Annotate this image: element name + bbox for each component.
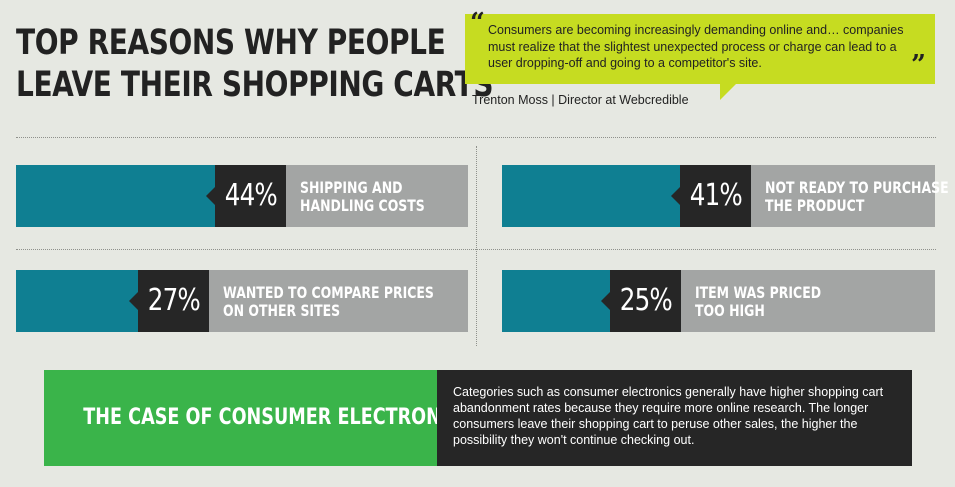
bar-category-label: WANTED TO COMPARE PRICES ON OTHER SITES (223, 283, 434, 320)
bar: 27% WANTED TO COMPARE PRICES ON OTHER SITE… (16, 270, 468, 332)
callout-text-box (437, 370, 912, 466)
bar-value-label: 27% (129, 270, 209, 332)
title-line-2: LEAVE THEIR SHOPPING CARTS (16, 65, 494, 105)
open-quote-icon: “ (470, 8, 485, 38)
callout-text: Categories such as consumer electronics … (453, 385, 884, 447)
bar-category-label: SHIPPING AND HANDLING COSTS (300, 178, 425, 215)
bar-fill (502, 165, 680, 227)
bar-category-label: NOT READY TO PURCHASE THE PRODUCT (765, 178, 949, 215)
bar-fill (16, 165, 215, 227)
bar-value-label: 41% (671, 165, 751, 227)
callout-title-box: THE CASE OF CONSUMER ELECTRONICS (44, 370, 474, 466)
quote-text: Consumers are becoming increasingly dema… (488, 23, 904, 70)
bar: 25% ITEM WAS PRICED TOO HIGH (502, 270, 935, 332)
bar-value-label: 25% (601, 270, 681, 332)
bar: 41% NOT READY TO PURCHASE THE PRODUCT (502, 165, 949, 227)
page-title: TOP REASONS WHY PEOPLE LEAVE THEIR SHOPP… (16, 22, 494, 106)
title-line-1: TOP REASONS WHY PEOPLE (16, 23, 446, 63)
divider (476, 146, 477, 346)
quote-tail (720, 84, 736, 100)
bar-category-label: ITEM WAS PRICED TOO HIGH (695, 283, 822, 320)
divider (16, 137, 936, 138)
callout-title: THE CASE OF CONSUMER ELECTRONICS (83, 405, 474, 430)
quote-box (465, 14, 935, 84)
bar-value-label: 44% (206, 165, 286, 227)
quote-attribution: Trenton Moss | Director at Webcredible (472, 93, 689, 107)
bar-fill (502, 270, 610, 332)
bar-fill (16, 270, 138, 332)
bar: 44% SHIPPING AND HANDLING COSTS (16, 165, 468, 227)
close-quote-icon: ” (911, 50, 926, 80)
